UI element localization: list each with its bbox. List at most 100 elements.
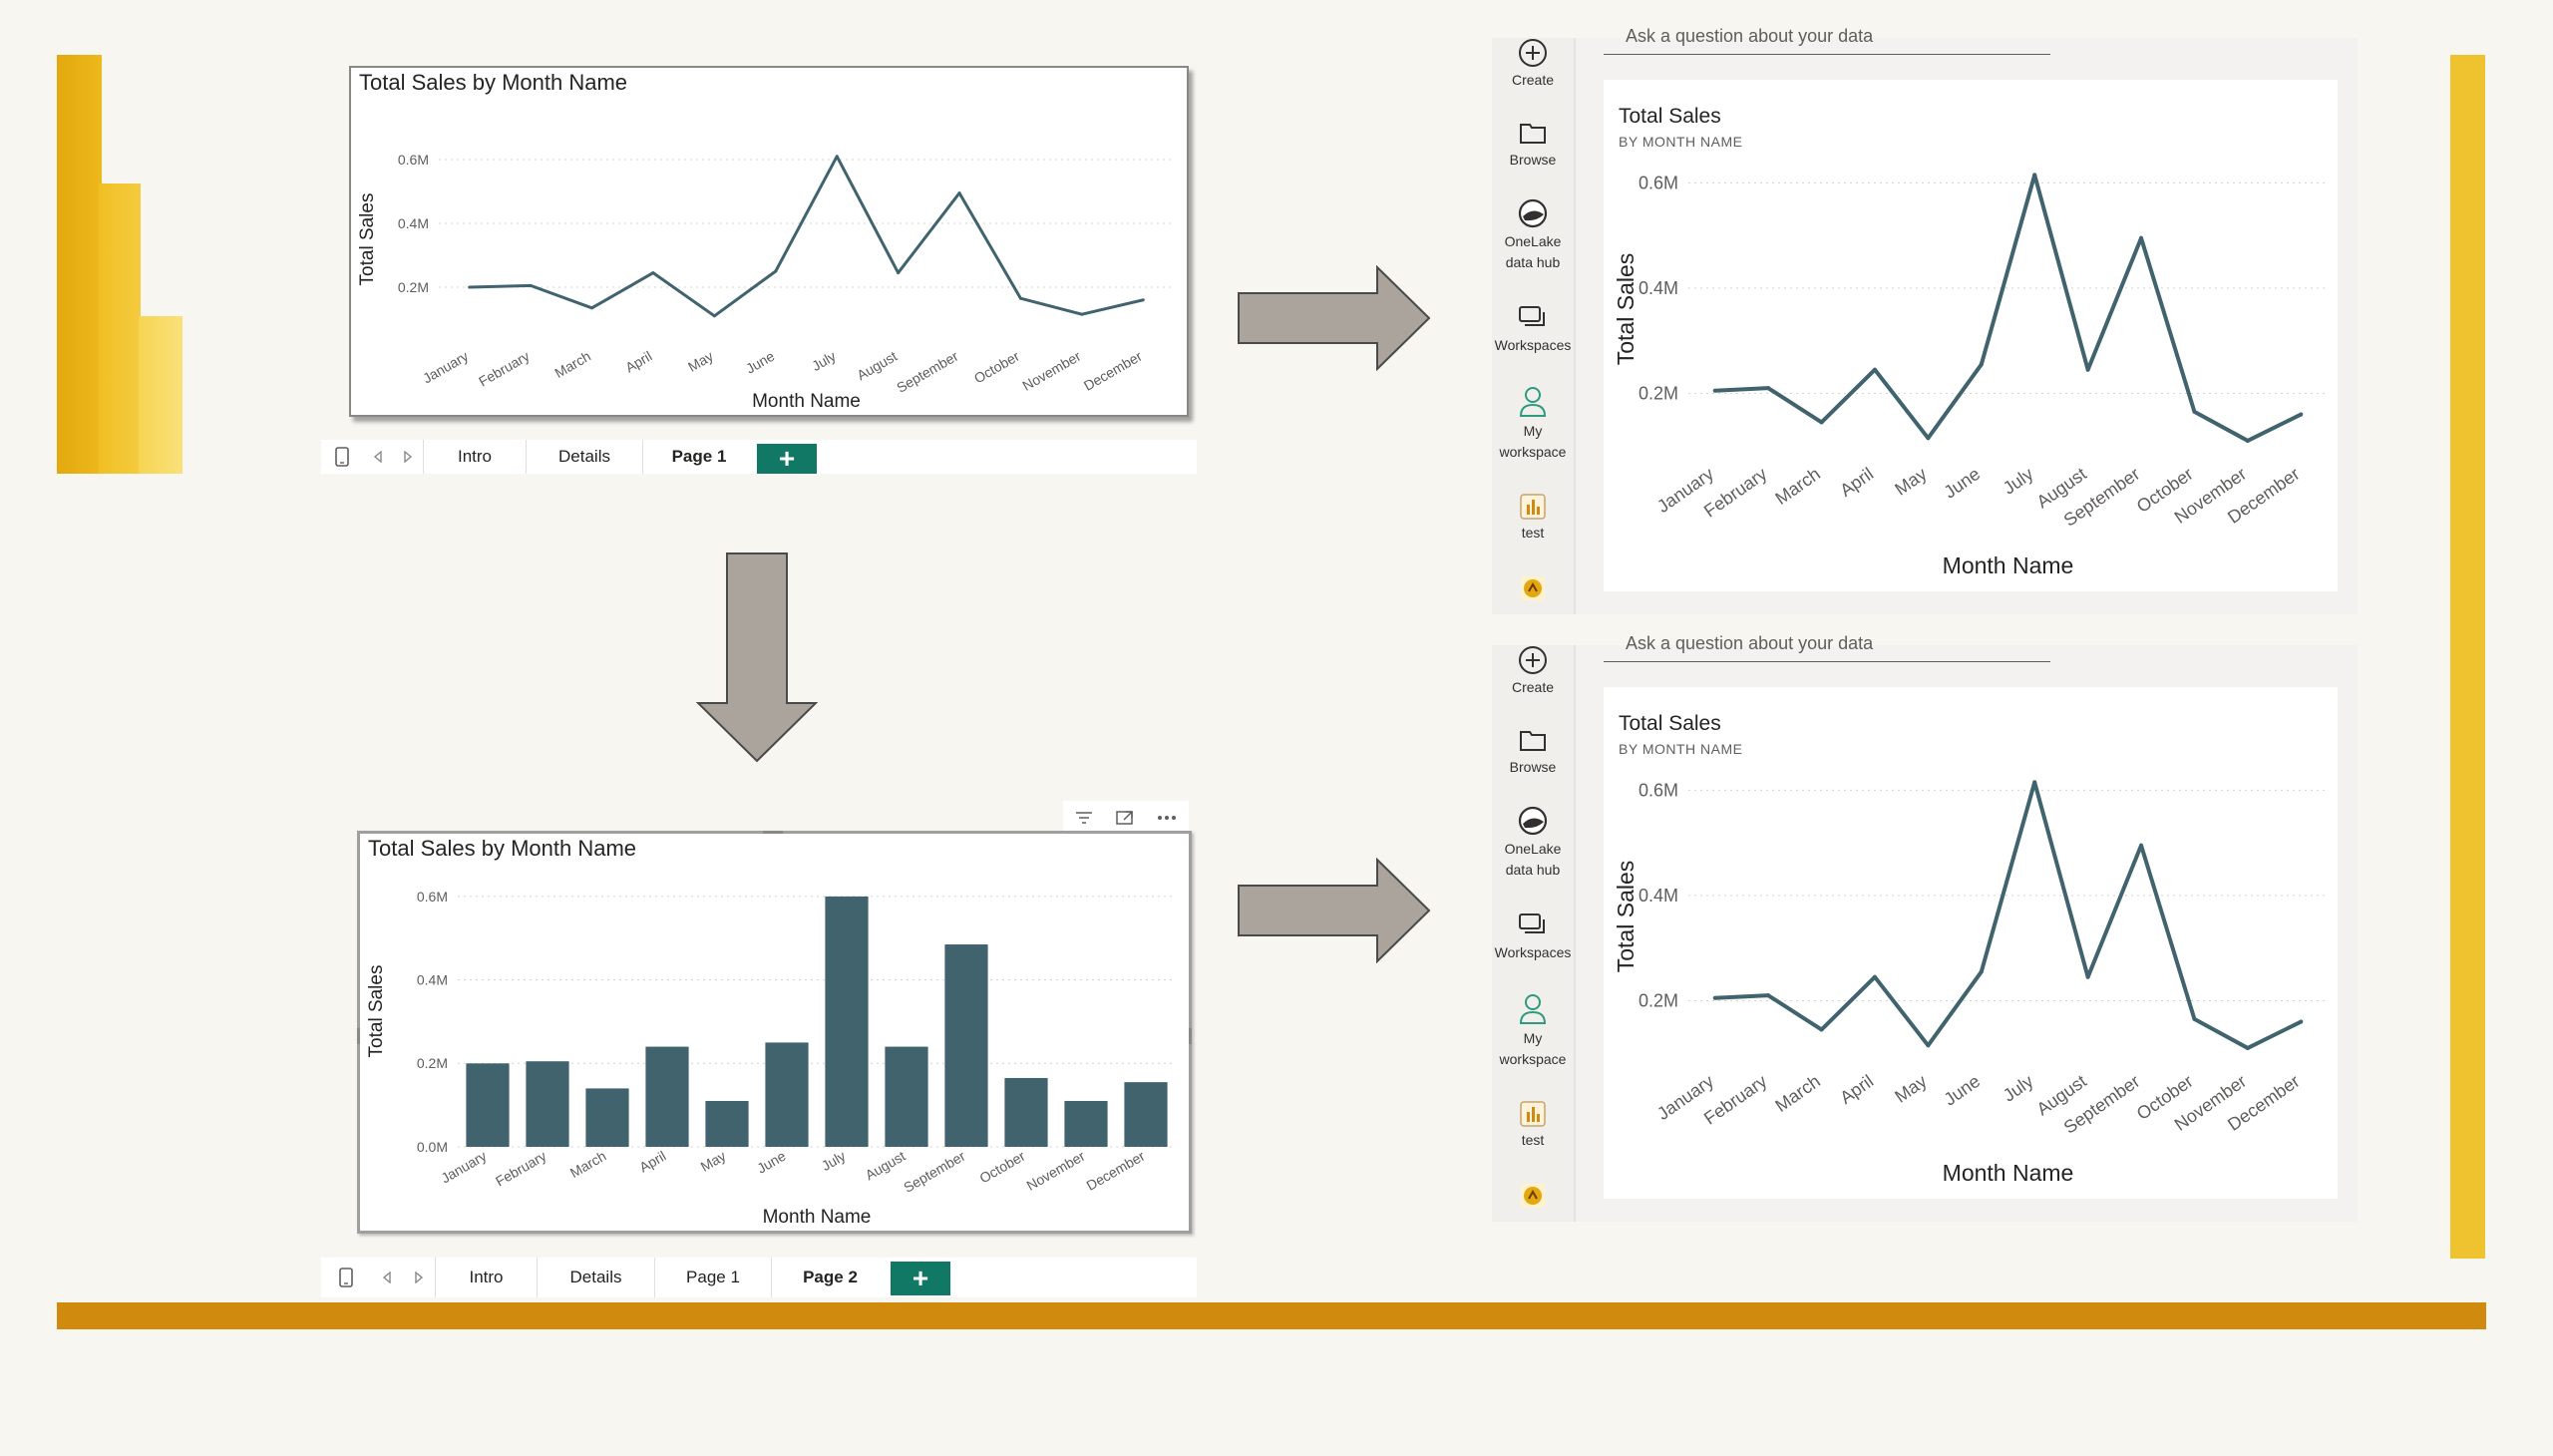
workspaces-icon bbox=[1519, 306, 1545, 326]
nav-create[interactable]: Create bbox=[1492, 645, 1574, 698]
visual-title: Total Sales by Month Name bbox=[359, 70, 628, 95]
next-page-icon[interactable] bbox=[393, 440, 424, 474]
data-point bbox=[651, 271, 655, 275]
x-tick-label: May bbox=[1891, 1071, 1930, 1107]
tab-intro[interactable]: Intro bbox=[424, 440, 527, 474]
nav-onelake[interactable]: OneLake data hub bbox=[1492, 805, 1574, 881]
data-point bbox=[2139, 235, 2144, 240]
data-point bbox=[468, 285, 472, 289]
tab-page-1[interactable]: Page 1 bbox=[655, 1258, 772, 1297]
mobile-layout-icon[interactable] bbox=[321, 440, 363, 474]
power-bi-logo bbox=[57, 55, 184, 474]
data-point bbox=[957, 191, 961, 195]
data-point bbox=[2032, 780, 2037, 785]
card-title: Total Sales bbox=[1619, 105, 1721, 128]
onelake-icon bbox=[1518, 806, 1548, 836]
bar bbox=[1064, 1100, 1108, 1147]
x-tick-label: August bbox=[863, 1148, 909, 1184]
y-axis-title: Total Sales bbox=[1613, 253, 1639, 366]
tab-page-1[interactable]: Page 1 bbox=[671, 447, 727, 466]
bar bbox=[1124, 1082, 1168, 1147]
desktop-line-visual[interactable]: Total Sales by Month Name 0.2M 0.4M 0.6M Ja… bbox=[349, 66, 1189, 417]
resize-handle-left[interactable] bbox=[357, 1028, 360, 1044]
nav-workspaces[interactable]: Workspaces bbox=[1492, 910, 1574, 963]
x-tick-label: January bbox=[420, 348, 471, 387]
nav-workspaces[interactable]: Workspaces bbox=[1492, 303, 1574, 356]
y-tick-label: 0.2M bbox=[417, 1055, 448, 1071]
desktop-bar-visual[interactable]: Total Sales by Month Name 0.0M 0.2M 0.4M 0.… bbox=[357, 831, 1192, 1234]
tab-details[interactable]: Details bbox=[538, 1258, 655, 1297]
nav-rail: Create Browse OneLake data hub Workspace… bbox=[1492, 38, 1576, 614]
previous-page-icon[interactable] bbox=[371, 1258, 403, 1297]
nav-label: Workspaces bbox=[1494, 944, 1572, 960]
y-tick-label: 0.6M bbox=[1639, 781, 1678, 801]
x-tick-label: May bbox=[698, 1148, 729, 1175]
nav-browse[interactable]: Browse bbox=[1492, 725, 1574, 778]
nav-create[interactable]: Create bbox=[1492, 38, 1574, 91]
app-badge-icon bbox=[1521, 1184, 1545, 1208]
data-point bbox=[1018, 296, 1022, 300]
resize-handle-right[interactable] bbox=[1189, 1028, 1192, 1044]
next-page-icon[interactable] bbox=[403, 1258, 436, 1297]
x-tick-label: June bbox=[754, 1148, 788, 1177]
data-point bbox=[1979, 362, 1984, 367]
nav-label: Workspaces bbox=[1494, 337, 1572, 353]
more-options-icon[interactable] bbox=[1156, 814, 1178, 822]
add-page-button[interactable]: + bbox=[891, 1262, 950, 1295]
tab-page-2[interactable]: Page 2 bbox=[803, 1268, 858, 1286]
y-tick-label: 0.2M bbox=[1639, 991, 1678, 1011]
x-tick-label: May bbox=[1891, 464, 1930, 500]
nav-onelake[interactable]: OneLake data hub bbox=[1492, 197, 1574, 273]
nav-browse[interactable]: Browse bbox=[1492, 118, 1574, 171]
right-accent-bar bbox=[2450, 55, 2485, 1259]
nav-test[interactable]: test bbox=[1492, 1100, 1574, 1151]
previous-page-icon[interactable] bbox=[363, 440, 393, 474]
x-tick-label: April bbox=[636, 1148, 668, 1176]
add-page-button[interactable]: + bbox=[757, 443, 817, 474]
nav-app[interactable] bbox=[1492, 574, 1574, 602]
right-arrow-top bbox=[1238, 265, 1431, 371]
filter-icon[interactable] bbox=[1074, 810, 1094, 826]
resize-handle-top[interactable] bbox=[763, 831, 783, 834]
qa-input[interactable]: Ask a question about your data bbox=[1604, 22, 2050, 55]
total-sales-card[interactable]: Total Sales BY MONTH NAME 0.2M 0.4M 0.6M Ja… bbox=[1604, 687, 2338, 1199]
y-tick-label: 0.6M bbox=[417, 889, 448, 905]
logo-bar-tall bbox=[57, 55, 102, 474]
nav-rail: Create Browse OneLake data hub Workspace… bbox=[1492, 645, 1576, 1222]
data-point bbox=[2245, 1045, 2250, 1050]
right-arrow-bottom bbox=[1238, 858, 1431, 963]
tab-intro[interactable]: Intro bbox=[436, 1258, 538, 1297]
data-point bbox=[2085, 974, 2090, 979]
nav-label: Browse bbox=[1509, 759, 1557, 775]
focus-mode-icon[interactable] bbox=[1115, 809, 1135, 827]
qa-placeholder: Ask a question about your data bbox=[1626, 633, 1874, 653]
card-title: Total Sales bbox=[1619, 712, 1721, 735]
tab-details[interactable]: Details bbox=[527, 440, 643, 474]
person-icon bbox=[1519, 994, 1547, 1024]
bar bbox=[885, 1046, 928, 1147]
x-tick-label: March bbox=[551, 348, 593, 381]
nav-test[interactable]: test bbox=[1492, 493, 1574, 544]
bar bbox=[526, 1061, 569, 1147]
report-icon bbox=[1520, 494, 1546, 520]
card-subtitle: BY MONTH NAME bbox=[1619, 741, 1743, 757]
x-tick-label: May bbox=[685, 348, 716, 375]
mobile-layout-icon[interactable] bbox=[321, 1258, 371, 1297]
nav-my-workspace[interactable]: My workspace bbox=[1492, 992, 1574, 1070]
data-point bbox=[1872, 974, 1877, 979]
logo-bar-mid bbox=[99, 183, 141, 474]
y-axis-title: Total Sales bbox=[1613, 861, 1639, 973]
total-sales-card[interactable]: Total Sales BY MONTH NAME 0.2M 0.4M 0.6M Ja… bbox=[1604, 80, 2338, 591]
nav-my-workspace[interactable]: My workspace bbox=[1492, 385, 1574, 463]
service-screen-top: Create Browse OneLake data hub Workspace… bbox=[1492, 26, 2358, 614]
y-tick-label: 0.0M bbox=[417, 1139, 448, 1155]
nav-app[interactable] bbox=[1492, 1182, 1574, 1210]
qa-input[interactable]: Ask a question about your data bbox=[1604, 629, 2050, 662]
data-point bbox=[1979, 969, 1984, 974]
y-axis-title: Total Sales bbox=[357, 193, 378, 286]
y-tick-label: 0.4M bbox=[398, 215, 429, 231]
data-point bbox=[1819, 1027, 1824, 1032]
